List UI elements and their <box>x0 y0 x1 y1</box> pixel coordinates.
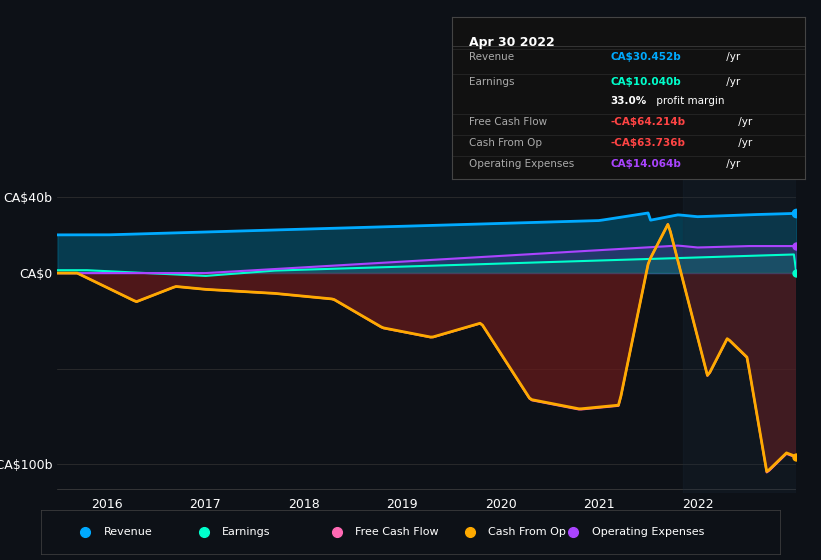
Text: Cash From Op: Cash From Op <box>470 138 542 148</box>
Bar <box>683 168 796 493</box>
Text: -CA$63.736b: -CA$63.736b <box>611 138 686 148</box>
Text: Operating Expenses: Operating Expenses <box>470 160 575 170</box>
Text: /yr: /yr <box>723 77 741 87</box>
Text: CA$30.452b: CA$30.452b <box>611 52 681 62</box>
Text: Apr 30 2022: Apr 30 2022 <box>470 36 555 49</box>
Text: Earnings: Earnings <box>222 527 271 537</box>
Text: /yr: /yr <box>723 160 741 170</box>
Text: -CA$64.214b: -CA$64.214b <box>611 117 686 127</box>
Text: CA$14.064b: CA$14.064b <box>611 160 681 170</box>
Text: Free Cash Flow: Free Cash Flow <box>355 527 438 537</box>
Text: Earnings: Earnings <box>470 77 515 87</box>
Text: Cash From Op: Cash From Op <box>488 527 566 537</box>
Text: Free Cash Flow: Free Cash Flow <box>470 117 548 127</box>
Text: Revenue: Revenue <box>103 527 153 537</box>
Text: 33.0%: 33.0% <box>611 96 647 106</box>
Text: /yr: /yr <box>723 52 741 62</box>
Text: profit margin: profit margin <box>653 96 724 106</box>
Text: CA$10.040b: CA$10.040b <box>611 77 681 87</box>
Text: Revenue: Revenue <box>470 52 514 62</box>
Text: Operating Expenses: Operating Expenses <box>591 527 704 537</box>
Text: /yr: /yr <box>735 117 752 127</box>
Text: /yr: /yr <box>735 138 752 148</box>
